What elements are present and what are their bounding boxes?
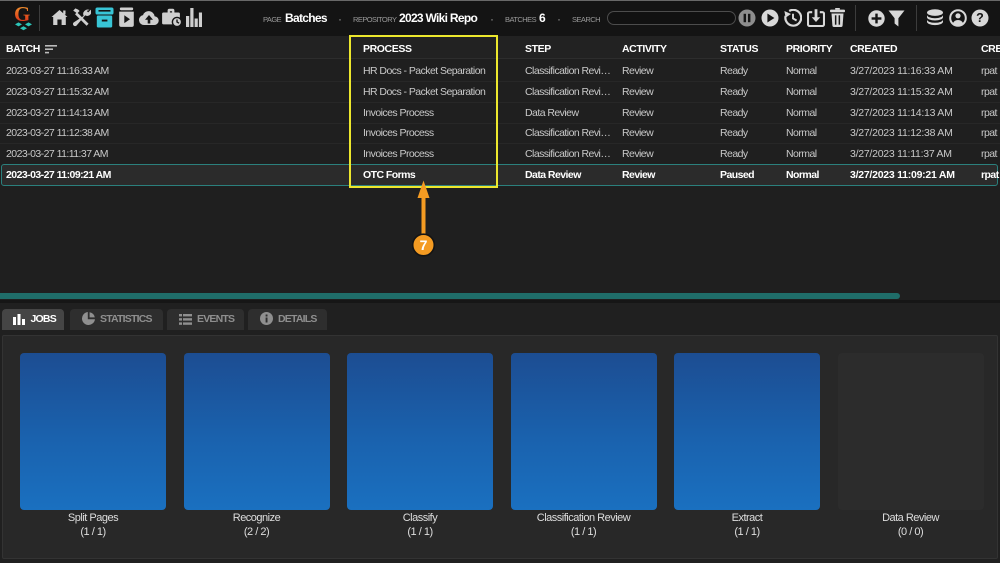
svg-text:7: 7: [420, 237, 428, 253]
svg-text:?: ?: [976, 11, 984, 25]
